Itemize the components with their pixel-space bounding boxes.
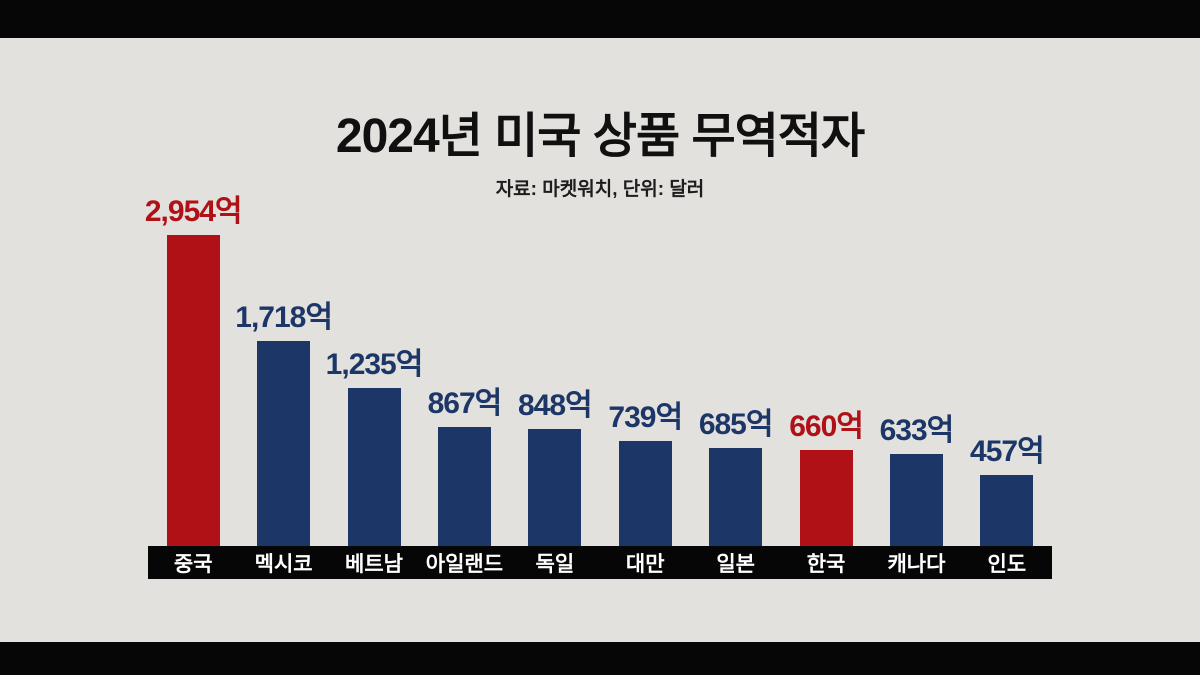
bar-category-label: 베트남 (345, 552, 403, 576)
bar-value-label: 1,718억 (235, 301, 333, 334)
bar-value-label: 739억 (608, 401, 683, 434)
bar-column: 2,954억 (145, 186, 243, 546)
bar (799, 450, 853, 546)
bar-category-label: 멕시코 (254, 552, 313, 576)
bar (166, 235, 220, 546)
bar (347, 388, 401, 546)
bar-column: 1,235억 (326, 186, 423, 546)
bar-column: 633억 (871, 186, 961, 546)
bar (709, 448, 763, 546)
bar-category-label: 아일랜드 (425, 552, 504, 576)
bar-category-label: 한국 (806, 552, 846, 576)
bar-value-label: 457억 (970, 435, 1045, 468)
bar-column: 660억 (781, 186, 871, 546)
bar-column: 848억 (510, 186, 600, 546)
letterbox-top (0, 0, 1200, 38)
bar-value-label: 660억 (789, 410, 864, 443)
bar-value-label: 685억 (698, 408, 774, 441)
bar (528, 429, 582, 546)
bar-column: 457억 (962, 186, 1052, 546)
bar-value-label: 1,235억 (325, 348, 424, 381)
bar (889, 454, 943, 546)
bar (437, 427, 491, 546)
bar (980, 475, 1034, 546)
bar-column: 685억 (690, 186, 780, 546)
bar-category-label: 일본 (716, 552, 755, 576)
bar-column: 867억 (419, 186, 509, 546)
bar-category-label: 인도 (987, 552, 1027, 576)
plot-area: 2,954억 1,718억 1,235억 867억 848억 739억 685억 660억 63… (145, 186, 1052, 546)
bar-category-label: 독일 (535, 552, 575, 576)
chart-subtitle: 자료: 마켓워치, 단위: 달러 (495, 179, 705, 200)
bar-value-label: 867억 (427, 387, 503, 420)
bar-value-label: 633억 (879, 414, 955, 447)
bar-value-label: 2,954억 (144, 195, 243, 228)
bar-value-label: 848억 (518, 389, 593, 422)
bar (257, 341, 311, 546)
bar-category-label: 중국 (173, 552, 213, 576)
bar-category-label: 캐나다 (887, 552, 946, 576)
chart-title: 2024년 미국 상품 무역적자 (335, 110, 865, 163)
bar-column: 1,718억 (235, 186, 333, 546)
bar-category-label: 대만 (625, 552, 665, 576)
bar-column: 739억 (600, 186, 690, 546)
letterbox-bottom (0, 642, 1200, 675)
x-axis-band: 중국 멕시코 베트남 아일랜드 독일 대만 일본 한국 캐나다 인도 (148, 546, 1052, 579)
bar (618, 441, 672, 546)
bar-chart: 2,954억 1,718억 1,235억 867억 848억 739억 685억 660억 63… (145, 186, 1052, 579)
